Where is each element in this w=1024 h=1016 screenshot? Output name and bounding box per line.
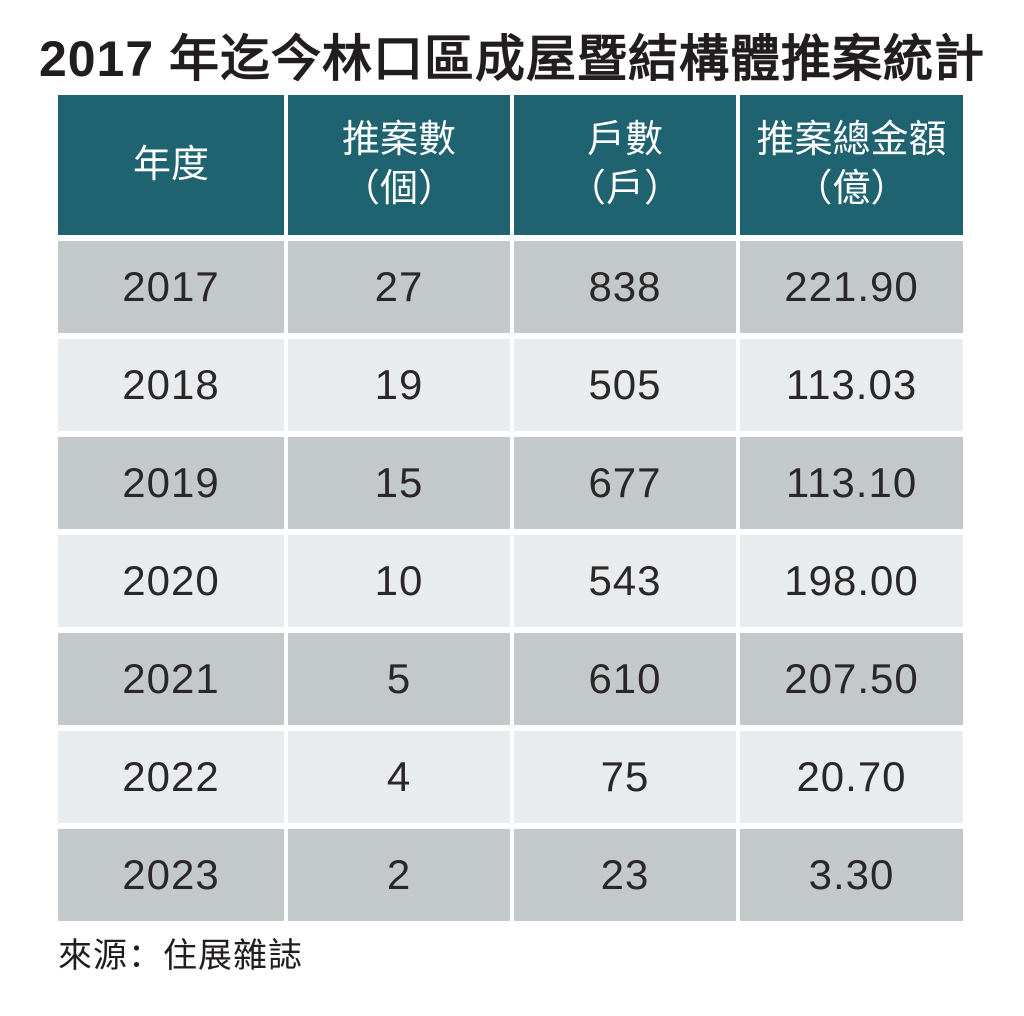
year-cell: 2019 xyxy=(58,437,284,529)
units-cell: 75 xyxy=(514,731,736,823)
amount-cell: 3.30 xyxy=(740,829,963,921)
year-cell: 2017 xyxy=(58,241,284,333)
year-cell: 2021 xyxy=(58,633,284,725)
table-row-2023: 2023 2 23 3.30 xyxy=(58,829,963,921)
header-cell-projects: 推案數 （個） xyxy=(288,95,510,235)
projects-cell: 10 xyxy=(288,535,510,627)
page-title: 2017 年迄今林口區成屋暨結構體推案統計 xyxy=(38,31,986,87)
year-cell: 2023 xyxy=(58,829,284,921)
year-cell: 2018 xyxy=(58,339,284,431)
header-row: 年度 推案數 （個） 戶數 （戶） 推案總金額 （億） xyxy=(58,95,963,235)
projects-cell: 2 xyxy=(288,829,510,921)
amount-cell: 207.50 xyxy=(740,633,963,725)
units-cell: 838 xyxy=(514,241,736,333)
header-cell-units: 戶數 （戶） xyxy=(514,95,736,235)
amount-cell: 20.70 xyxy=(740,731,963,823)
table-row-2021: 2021 5 610 207.50 xyxy=(58,633,963,725)
amount-cell: 198.00 xyxy=(740,535,963,627)
amount-cell: 113.10 xyxy=(740,437,963,529)
projects-cell: 5 xyxy=(288,633,510,725)
header-cell-amount: 推案總金額 （億） xyxy=(740,95,963,235)
stats-table: 年度 推案數 （個） 戶數 （戶） 推案總金額 （億） 2017 27 838 … xyxy=(54,89,967,927)
units-cell: 543 xyxy=(514,535,736,627)
table-row-2022: 2022 4 75 20.70 xyxy=(58,731,963,823)
units-cell: 505 xyxy=(514,339,736,431)
header-cell-year: 年度 xyxy=(58,95,284,235)
projects-cell: 19 xyxy=(288,339,510,431)
amount-cell: 221.90 xyxy=(740,241,963,333)
table-row-2018: 2018 19 505 113.03 xyxy=(58,339,963,431)
units-cell: 677 xyxy=(514,437,736,529)
amount-cell: 113.03 xyxy=(740,339,963,431)
projects-cell: 15 xyxy=(288,437,510,529)
projects-cell: 4 xyxy=(288,731,510,823)
year-cell: 2022 xyxy=(58,731,284,823)
table-row-2020: 2020 10 543 198.00 xyxy=(58,535,963,627)
projects-cell: 27 xyxy=(288,241,510,333)
source-note: 來源：住展雜誌 xyxy=(58,937,303,975)
table-row-2017: 2017 27 838 221.90 xyxy=(58,241,963,333)
year-cell: 2020 xyxy=(58,535,284,627)
table-row-2019: 2019 15 677 113.10 xyxy=(58,437,963,529)
units-cell: 610 xyxy=(514,633,736,725)
units-cell: 23 xyxy=(514,829,736,921)
